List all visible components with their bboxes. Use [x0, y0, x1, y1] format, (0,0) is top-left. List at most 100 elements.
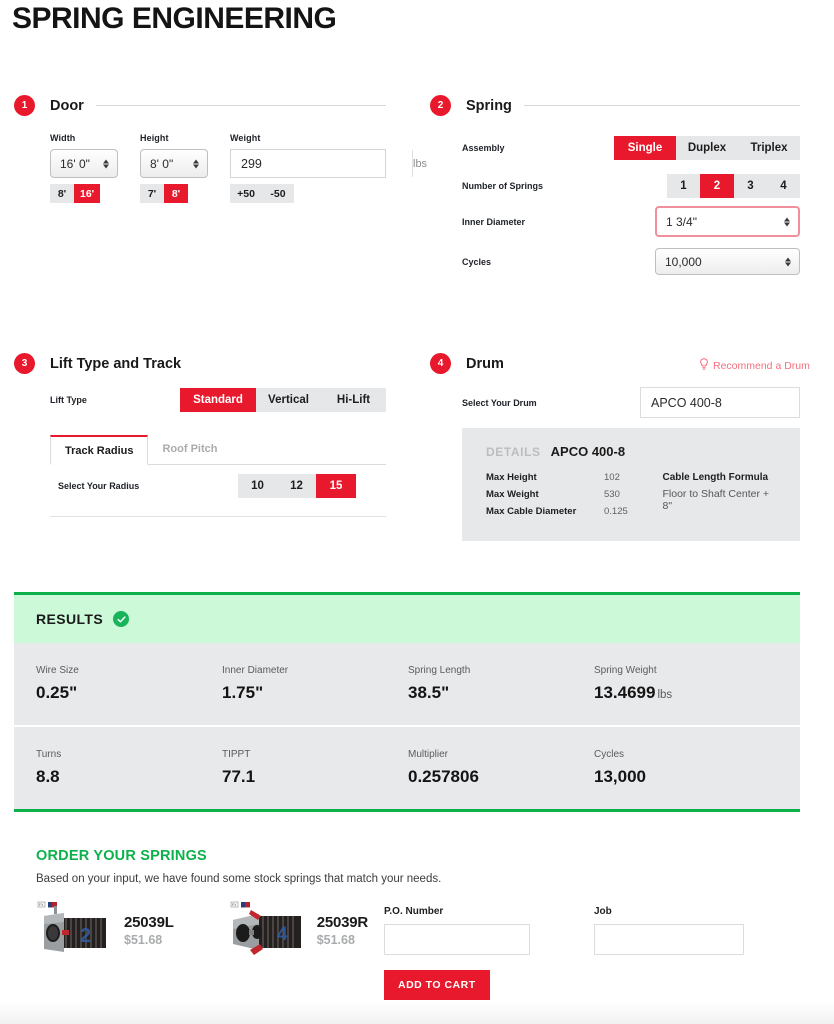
result-key: Turns	[36, 749, 62, 760]
spring-count-option-3[interactable]: 3	[747, 180, 754, 192]
drum-formula-value: Floor to Shaft Center + 8"	[662, 488, 769, 512]
po-number-input[interactable]	[384, 924, 530, 955]
door-weight-chips: +50 -50	[230, 184, 386, 203]
spring-product-image: FX	[229, 900, 311, 960]
job-input[interactable]	[594, 924, 744, 955]
door-weight-input[interactable]	[231, 150, 412, 177]
check-circle-icon	[113, 611, 130, 627]
product-list: FX	[36, 900, 368, 960]
step-number-badge-3: 3	[14, 353, 35, 374]
result-cell-turns: Turns 8.8	[36, 749, 222, 787]
door-weight-chip-minus50[interactable]: -50	[262, 184, 294, 203]
result-key: Multiplier	[408, 749, 449, 760]
result-key: TIPPT	[222, 749, 251, 760]
door-width-chip-1[interactable]: 16'	[74, 184, 101, 203]
spring-cycles-select[interactable]: 10,000	[655, 248, 800, 275]
spring-inner-diameter-select[interactable]: 1 3/4"	[655, 206, 800, 237]
add-to-cart-button[interactable]: ADD TO CART	[384, 970, 490, 1000]
drum-spec-row: Max Weight 530	[486, 489, 662, 500]
door-height-select[interactable]: 8' 0"	[140, 149, 208, 178]
result-cell-spring-length: Spring Length 38.5"	[408, 665, 594, 703]
door-width-value: 16' 0"	[60, 156, 90, 171]
chevron-updown-icon	[785, 257, 791, 266]
door-width-select[interactable]: 16' 0"	[50, 149, 118, 178]
spring-cycles-row: Cycles 10,000	[462, 248, 800, 275]
lift-type-option-vertical[interactable]: Vertical	[268, 394, 309, 406]
drum-spec-key: Max Cable Diameter	[486, 506, 577, 517]
track-radius-row: Select Your Radius 10 12 15	[50, 474, 386, 498]
step-number-badge-2: 2	[430, 95, 451, 116]
results-panel: RESULTS Wire Size 0.25" Inner Diameter 1…	[14, 592, 800, 812]
drum-select-input[interactable]	[640, 387, 800, 418]
lift-type-label: Lift Type	[50, 395, 87, 405]
spring-count-option-1[interactable]: 1	[680, 180, 687, 192]
product-item[interactable]: FX	[36, 900, 174, 960]
result-number: 77.1	[222, 767, 256, 786]
tab-track-radius[interactable]: Track Radius	[50, 435, 149, 465]
drum-details-kicker: DETAILS	[486, 445, 541, 459]
drum-spec-row: Max Cable Diameter 0.125	[486, 506, 662, 517]
door-height-value: 8' 0"	[150, 156, 174, 171]
recommend-a-drum-link[interactable]: Recommend a Drum	[699, 358, 810, 373]
svg-text:FX: FX	[39, 903, 44, 907]
spring-product-image: FX	[36, 900, 118, 960]
spring-inner-diameter-value: 1 3/4"	[666, 214, 697, 229]
results-header: RESULTS	[14, 595, 800, 643]
lift-type-option-hilift[interactable]: Hi-Lift	[336, 394, 371, 406]
door-weight-chip-plus50[interactable]: +50	[230, 184, 262, 203]
door-weight-unit: lbs	[412, 150, 427, 177]
lift-type-option-standard[interactable]: Standard	[180, 388, 256, 412]
result-number: 0.257806	[408, 767, 479, 786]
product-item[interactable]: FX	[229, 900, 368, 960]
track-radius-options: 10 12 15	[238, 474, 356, 498]
spring-count-option-4[interactable]: 4	[780, 180, 787, 192]
door-weight-group: Weight lbs +50 -50	[230, 133, 427, 203]
door-height-chip-1[interactable]: 8'	[164, 184, 188, 203]
door-height-chip-0[interactable]: 7'	[140, 184, 164, 203]
door-width-chip-0[interactable]: 8'	[50, 184, 74, 203]
result-value: 38.5"	[408, 683, 594, 703]
results-row-1: Wire Size 0.25" Inner Diameter 1.75" Spr…	[14, 643, 800, 725]
track-radius-option-10[interactable]: 10	[251, 480, 264, 492]
spring-inner-diameter-label: Inner Diameter	[462, 216, 526, 227]
drum-spec-value: 530	[604, 489, 620, 500]
section-title-lift: Lift Type and Track	[50, 355, 182, 372]
lightbulb-icon	[699, 358, 709, 373]
spring-assembly-option-single[interactable]: Single	[614, 136, 676, 160]
spring-count-options: 1 2 3 4	[667, 174, 800, 198]
spring-count-row: Number of Springs 1 2 3 4	[462, 174, 800, 198]
product-sku: 25039L	[124, 913, 174, 931]
spring-count-option-2[interactable]: 2	[700, 174, 734, 198]
door-height-group: Height 8' 0" 7' 8'	[140, 133, 208, 203]
job-label: Job	[594, 906, 612, 917]
result-value: 13.4699 lbs	[594, 683, 780, 703]
spring-assembly-option-duplex[interactable]: Duplex	[687, 142, 727, 154]
section-header-door: 1 Door	[14, 95, 386, 116]
result-key: Inner Diameter	[222, 665, 289, 676]
results-top-rule	[14, 592, 800, 595]
drum-details-specs: Max Height 102 Max Weight 530 Max Cable …	[486, 472, 662, 523]
product-price: $51.68	[124, 932, 163, 947]
result-number: 13.4699	[594, 683, 656, 702]
result-value: 8.8	[36, 767, 222, 787]
result-value: 0.257806	[408, 767, 594, 787]
step-number-badge-1: 1	[14, 95, 35, 116]
section-title-drum: Drum	[466, 355, 504, 372]
drum-details-header: DETAILS APCO 400-8	[486, 444, 776, 459]
result-number: 8.8	[36, 767, 60, 786]
door-width-label: Width	[50, 133, 76, 143]
results-row-2: Turns 8.8 TIPPT 77.1 Multiplier 0.257806…	[14, 725, 800, 809]
order-springs-section: ORDER YOUR SPRINGS Based on your input, …	[36, 848, 806, 955]
order-fields: P.O. Number Job	[384, 906, 744, 955]
section-rule	[523, 105, 800, 106]
track-radius-option-12[interactable]: 12	[290, 480, 303, 492]
spring-assembly-row: Assembly Single Duplex Triplex	[462, 136, 800, 160]
order-springs-subtitle: Based on your input, we have found some …	[36, 873, 442, 885]
section-header-lift: 3 Lift Type and Track	[14, 353, 386, 374]
spring-assembly-option-triplex[interactable]: Triplex	[750, 142, 788, 154]
result-cell-cycles: Cycles 13,000	[594, 749, 780, 787]
tab-roof-pitch[interactable]: Roof Pitch	[162, 443, 218, 455]
track-radius-option-15[interactable]: 15	[316, 474, 356, 498]
result-number: 13,000	[594, 767, 646, 786]
